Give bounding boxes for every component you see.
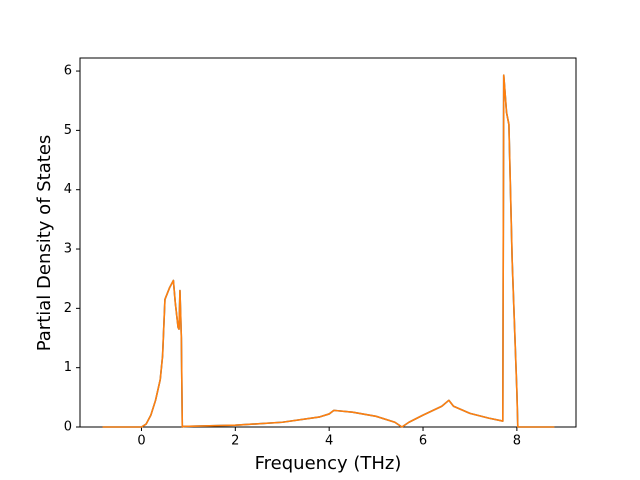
x-tick-label: 6 — [419, 434, 427, 449]
y-tick-label: 3 — [64, 242, 72, 257]
x-tick-label: 8 — [513, 434, 521, 449]
y-tick-label: 4 — [64, 182, 72, 197]
line-series — [102, 74, 555, 428]
line-series — [102, 74, 555, 428]
y-tick-label: 0 — [64, 420, 72, 435]
y-axis-label: Partial Density of States — [34, 135, 55, 352]
y-tick-label: 1 — [64, 360, 72, 375]
y-tick-label: 2 — [64, 301, 72, 316]
x-tick-label: 0 — [137, 434, 145, 449]
plot-frame — [79, 57, 577, 428]
y-tick-label: 5 — [64, 123, 72, 138]
x-tick-label: 4 — [325, 434, 333, 449]
x-tick-label: 2 — [231, 434, 239, 449]
x-axis-label: Frequency (THz) — [255, 453, 402, 474]
y-tick-label: 6 — [64, 64, 72, 79]
